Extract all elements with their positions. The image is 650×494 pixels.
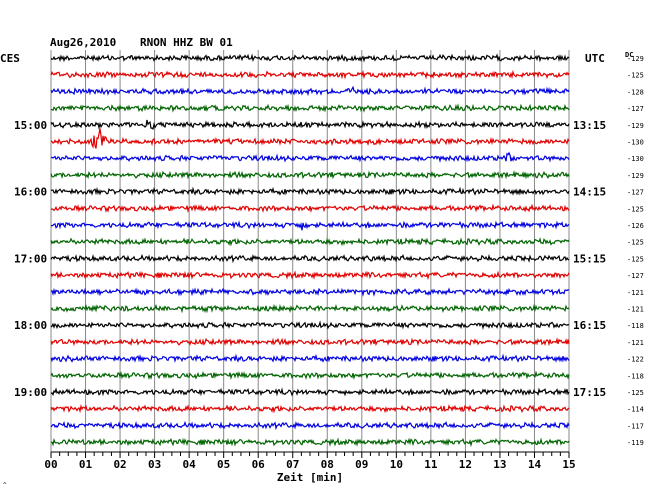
dc-offset-label: -121: [627, 289, 644, 297]
trace-row: [50, 253, 570, 264]
trace-row: [50, 85, 570, 97]
x-tick-label: 08: [321, 458, 334, 471]
left-hour-label: 15:00: [14, 119, 47, 132]
x-tick-label: 00: [44, 458, 57, 471]
right-hour-label: 16:15: [573, 319, 606, 332]
right-hour-label: 15:15: [573, 252, 606, 265]
x-tick-label: 06: [252, 458, 266, 471]
dc-offset-label: -121: [627, 306, 644, 314]
left-hour-label: 17:00: [14, 252, 47, 265]
x-tick-label: 04: [183, 458, 197, 471]
plot-area: -129 -125 -128 -127 -129 -130 -130 -129 -127 -125…: [14, 50, 644, 471]
dc-offset-label: -125: [627, 255, 644, 263]
x-tick-label: 10: [390, 458, 403, 471]
right-hour-label: 14:15: [573, 186, 606, 199]
corner-mark: ^: [3, 482, 7, 489]
dc-offset-label: -127: [627, 272, 644, 280]
trace-row: [50, 320, 570, 330]
trace-row: [50, 420, 570, 431]
trace-row: [50, 128, 570, 149]
dc-offset-label: -128: [627, 88, 644, 96]
x-tick-label: 05: [217, 458, 230, 471]
left-hour-label: 16:00: [14, 186, 47, 199]
trace-row: [50, 170, 570, 180]
trace-row: [50, 437, 570, 448]
right-timezone-label: UTC: [585, 52, 605, 65]
trace-row: [50, 404, 570, 414]
dc-offset-label: -117: [627, 422, 644, 430]
dc-offset-label: -125: [627, 72, 644, 80]
trace-row: [50, 337, 570, 347]
dc-offset-label: -130: [627, 155, 644, 163]
left-timezone-label: CES: [0, 52, 20, 65]
trace-row: [50, 53, 570, 63]
trace-row: [50, 151, 570, 163]
trace-row: [50, 370, 570, 380]
dc-offset-label: -118: [627, 322, 644, 330]
dc-offset-label: -127: [627, 105, 644, 113]
x-tick-label: 01: [79, 458, 93, 471]
trace-row: [50, 353, 570, 363]
dc-offset-label: -119: [627, 439, 644, 447]
dc-offset-label: -129: [627, 172, 644, 180]
left-hour-label: 19:00: [14, 386, 47, 399]
dc-offset-label: -118: [627, 372, 644, 380]
x-tick-label: 12: [459, 458, 472, 471]
trace-row: [50, 203, 570, 213]
trace-row: [51, 287, 570, 297]
dc-label: DC: [625, 51, 633, 59]
dc-offset-label: -125: [627, 205, 644, 213]
x-tick-label: 09: [355, 458, 368, 471]
x-tick-label: 02: [113, 458, 126, 471]
trace-row: [50, 303, 570, 314]
x-tick-label: 11: [424, 458, 438, 471]
x-tick-label: 13: [493, 458, 506, 471]
date-label: Aug26,2010: [50, 36, 116, 49]
trace-row: [50, 119, 570, 130]
right-hour-label: 17:15: [573, 386, 606, 399]
dc-offset-label: -129: [627, 55, 644, 63]
right-hour-label: 13:15: [573, 119, 606, 132]
dc-offset-label: -127: [627, 189, 644, 197]
trace-row: [50, 387, 570, 397]
trace-row: [50, 220, 570, 231]
dc-offset-label: -114: [627, 406, 644, 414]
dc-offset-label: -125: [627, 389, 644, 397]
dc-offset-label: -121: [627, 339, 644, 347]
dc-offset-label: -130: [627, 139, 644, 147]
x-tick-label: 15: [562, 458, 575, 471]
station-label: RNON HHZ BW 01: [140, 36, 233, 49]
x-tick-label: 14: [528, 458, 542, 471]
x-axis-label: Zeit [min]: [277, 471, 343, 484]
dc-offset-label: -125: [627, 239, 644, 247]
trace-row: [50, 237, 570, 247]
dc-offset-label: -126: [627, 222, 644, 230]
trace-row: [50, 270, 570, 281]
trace-row: [50, 103, 570, 113]
x-tick-label: 03: [148, 458, 161, 471]
trace-row: [50, 186, 570, 196]
dc-offset-label: -122: [627, 356, 644, 364]
trace-row: [50, 69, 570, 80]
x-tick-label: 07: [286, 458, 299, 471]
dc-offset-label: -129: [627, 122, 644, 130]
left-hour-label: 18:00: [14, 319, 47, 332]
